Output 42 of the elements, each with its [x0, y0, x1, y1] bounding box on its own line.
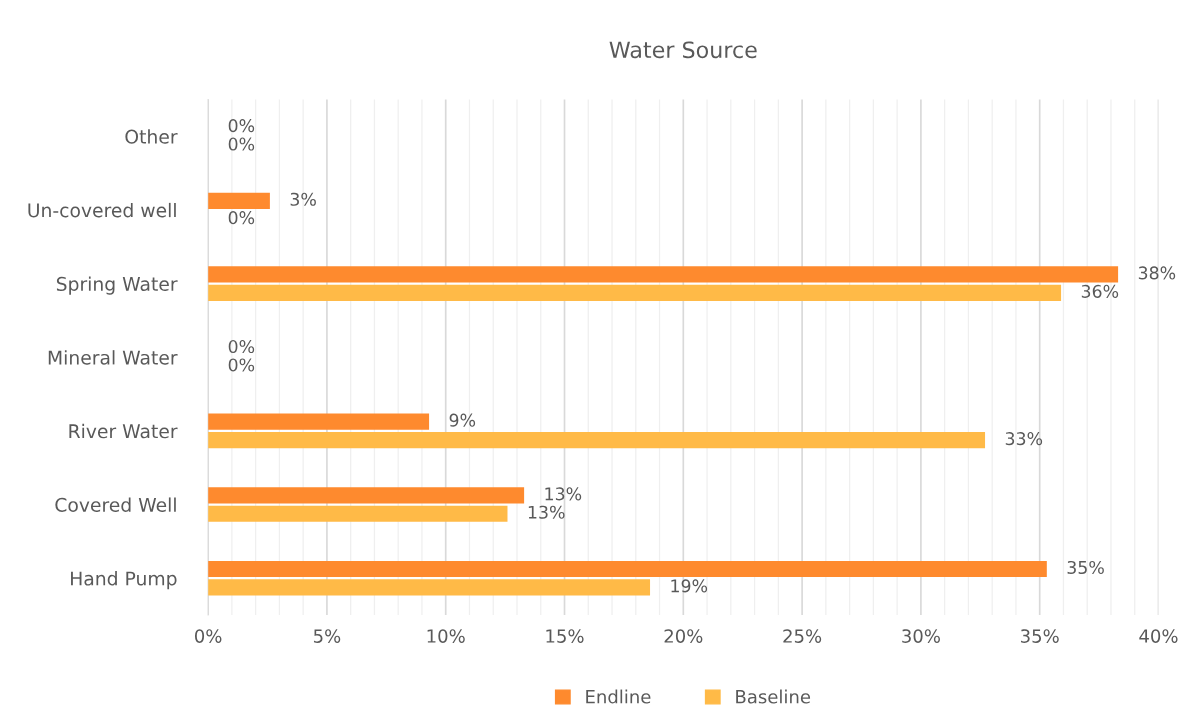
data-label: 35% [1067, 560, 1104, 575]
data-label: 36% [1081, 284, 1119, 298]
chart-title: Water Source [609, 41, 757, 59]
data-label: 9% [449, 413, 476, 427]
bar [208, 579, 651, 596]
data-label: 33% [1005, 432, 1043, 446]
y-tick-label: Hand Pump [71, 571, 177, 590]
y-tick-label: Un-covered well [28, 202, 176, 218]
x-tick-label: 10% [427, 629, 465, 643]
data-label: 38% [1138, 266, 1176, 280]
y-tick-label: Mineral Water [48, 350, 178, 365]
data-label: 0% [228, 137, 255, 151]
x-tick-label: 30% [902, 629, 940, 643]
legend-label: Baseline [736, 689, 811, 704]
data-label: 13% [528, 505, 565, 519]
x-tick-label: 35% [1021, 629, 1059, 643]
y-tick-label: Covered Well [55, 497, 176, 512]
bar [208, 560, 1047, 578]
x-tick-label: 5% [313, 629, 341, 643]
y-tick-label: Spring Water [56, 276, 178, 295]
bar [208, 284, 1062, 301]
data-label: 0% [228, 339, 255, 354]
y-tick-label: Other [125, 129, 178, 144]
data-label: 13% [545, 487, 582, 501]
data-label: 3% [290, 192, 316, 206]
x-tick-label: 25% [783, 629, 822, 643]
x-tick-label: 0% [194, 629, 222, 643]
data-label: 0% [228, 358, 255, 372]
x-tick-label: 20% [664, 629, 703, 643]
data-label: 0% [228, 211, 255, 225]
legend-label: Endline [586, 689, 651, 704]
bar [208, 266, 1119, 283]
bar [208, 192, 270, 209]
bar [208, 413, 430, 430]
bar [208, 505, 508, 522]
x-tick-label: 15% [546, 629, 584, 643]
data-label: 0% [228, 119, 255, 133]
x-tick-label: 40% [1139, 629, 1178, 643]
data-label: 19% [671, 579, 708, 593]
bar [208, 432, 986, 449]
bar [208, 487, 525, 504]
y-tick-label: River Water [69, 423, 178, 439]
